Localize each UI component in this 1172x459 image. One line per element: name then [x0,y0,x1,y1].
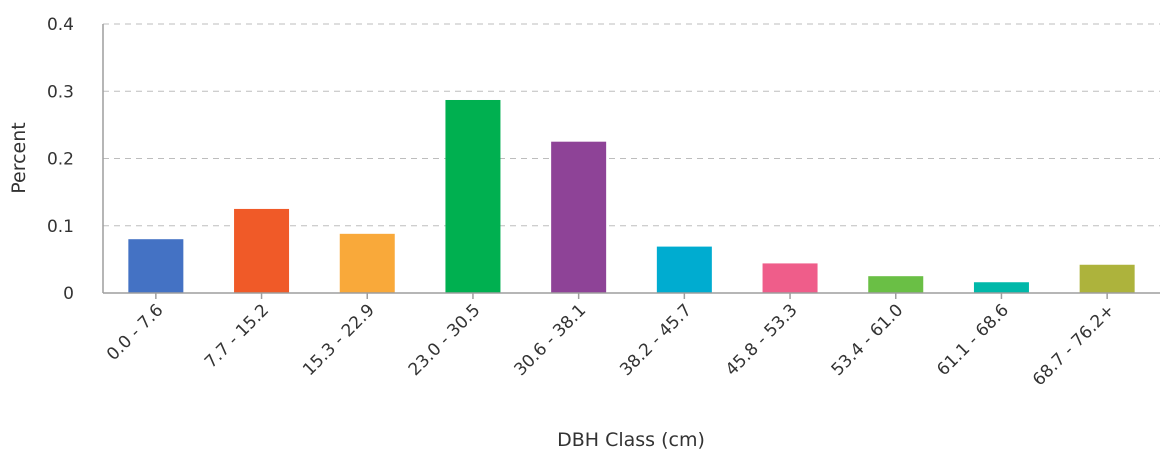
x-tick-label: 0.0 - 7.6 [103,300,167,364]
y-tick-label: 0.1 [47,217,74,237]
y-tick-label: 0.4 [47,15,74,35]
x-tick-label: 38.2 - 45.7 [616,300,696,380]
bar-3 [445,99,501,294]
bar-8 [973,282,1029,293]
x-tick-label: 15.3 - 22.9 [299,300,379,380]
x-tick-label: 23.0 - 30.5 [405,300,485,380]
x-axis-title: DBH Class (cm) [557,429,705,451]
y-tick-label: 0.3 [47,82,74,102]
y-tick-label: 0.2 [47,150,74,170]
gridlines [103,23,1160,227]
x-tick-label: 30.6 - 38.1 [511,300,591,380]
x-tick-label: 45.8 - 53.3 [722,300,802,380]
x-tick-label: 68.7 - 76.2+ [1029,300,1119,390]
x-tick-label: 7.7 - 15.2 [201,300,273,372]
bar-9 [1079,264,1135,293]
bar-0 [128,239,184,293]
x-tick-label: 61.1 - 68.6 [933,300,1013,380]
y-tick-labels: 0 0.1 0.2 0.3 0.4 [47,15,74,304]
bar-7 [868,276,924,293]
bar-4 [551,141,607,293]
y-tick-label: 0 [63,284,74,304]
y-axis-title: Percent [8,122,30,194]
bar-2 [339,233,395,293]
bar-5 [656,246,712,293]
x-tick-label: 53.4 - 61.0 [828,300,908,380]
bars [128,99,1135,294]
bar-6 [762,263,818,293]
x-tick-labels: 0.0 - 7.6 7.7 - 15.2 15.3 - 22.9 23.0 - 30.… [103,293,1119,390]
bar-1 [234,208,290,293]
